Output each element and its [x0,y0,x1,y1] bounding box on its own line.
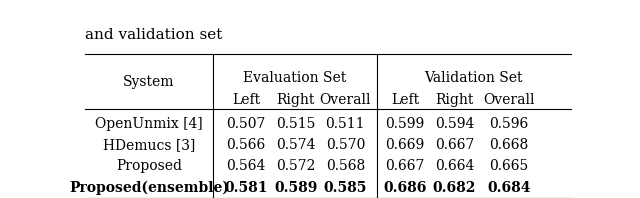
Text: 0.599: 0.599 [385,117,424,131]
Text: 0.664: 0.664 [435,159,474,173]
Text: and validation set: and validation set [85,28,222,42]
Text: Evaluation Set: Evaluation Set [243,71,346,85]
Text: 0.665: 0.665 [490,159,529,173]
Text: 0.572: 0.572 [276,159,316,173]
Text: Left: Left [391,93,419,107]
Text: Validation Set: Validation Set [424,71,523,85]
Text: 0.594: 0.594 [435,117,474,131]
Text: Proposed: Proposed [116,159,182,173]
Text: 0.684: 0.684 [487,181,531,195]
Text: Overall: Overall [319,93,371,107]
Text: 0.589: 0.589 [274,181,317,195]
Text: 0.667: 0.667 [435,138,474,152]
Text: 0.564: 0.564 [227,159,266,173]
Text: Proposed(ensemble): Proposed(ensemble) [69,180,229,195]
Text: System: System [123,75,175,89]
Text: Overall: Overall [483,93,535,107]
Text: 0.570: 0.570 [326,138,365,152]
Text: OpenUnmix [4]: OpenUnmix [4] [95,117,203,131]
Text: 0.669: 0.669 [385,138,424,152]
Text: Right: Right [435,93,474,107]
Text: 0.667: 0.667 [385,159,424,173]
Text: 0.686: 0.686 [383,181,427,195]
Text: 0.585: 0.585 [324,181,367,195]
Text: 0.515: 0.515 [276,117,316,131]
Text: 0.507: 0.507 [227,117,266,131]
Text: 0.566: 0.566 [227,138,266,152]
Text: 0.668: 0.668 [490,138,529,152]
Text: HDemucs [3]: HDemucs [3] [103,138,195,152]
Text: 0.574: 0.574 [276,138,316,152]
Text: 0.581: 0.581 [225,181,268,195]
Text: 0.596: 0.596 [490,117,529,131]
Text: 0.511: 0.511 [326,117,365,131]
Text: Left: Left [232,93,260,107]
Text: 0.568: 0.568 [326,159,365,173]
Text: Right: Right [276,93,315,107]
Text: 0.682: 0.682 [433,181,476,195]
